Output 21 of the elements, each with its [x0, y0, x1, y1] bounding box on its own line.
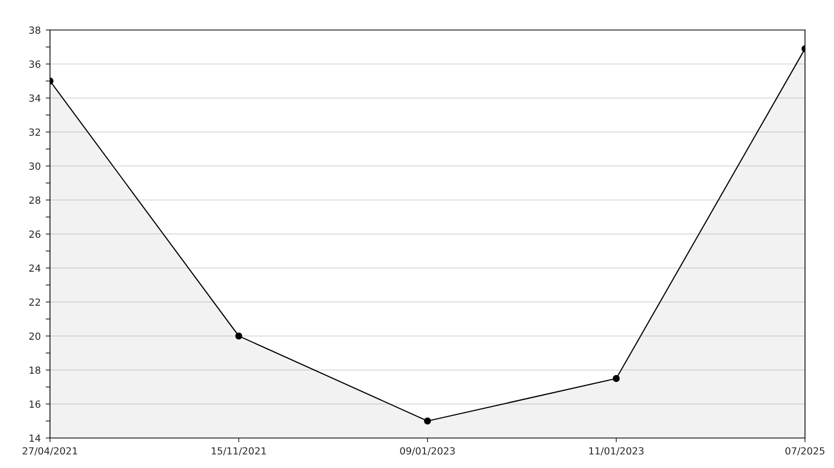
y-tick-label: 18 [30, 366, 40, 374]
y-tick-label: 28 [29, 196, 40, 204]
y-tick-label: 20 [29, 332, 40, 340]
y-tick-label: 36 [29, 60, 40, 68]
x-tick-label: 07/2025 [785, 447, 824, 456]
x-tick-label: 09/01/2023 [400, 447, 455, 456]
y-tick-label: 34 [29, 94, 40, 102]
point [424, 418, 431, 424]
x-tick-label: 15/11/2021 [212, 447, 266, 456]
y-tick-label: 32 [29, 128, 40, 136]
x-tick-label: 11/01/2023 [589, 447, 644, 456]
y-tick-label: 38 [29, 26, 40, 34]
y-tick-label: 30 [29, 162, 40, 170]
y-tick-label: 14 [30, 434, 40, 442]
point [235, 332, 242, 340]
y-tick-label: 22 [29, 298, 40, 306]
y-tick-label: 26 [29, 230, 40, 238]
y-tick-label: 24 [29, 264, 40, 272]
x-tick-label: 27/04/2021 [22, 447, 78, 456]
point [612, 375, 620, 382]
y-tick-label: 16 [30, 400, 40, 408]
